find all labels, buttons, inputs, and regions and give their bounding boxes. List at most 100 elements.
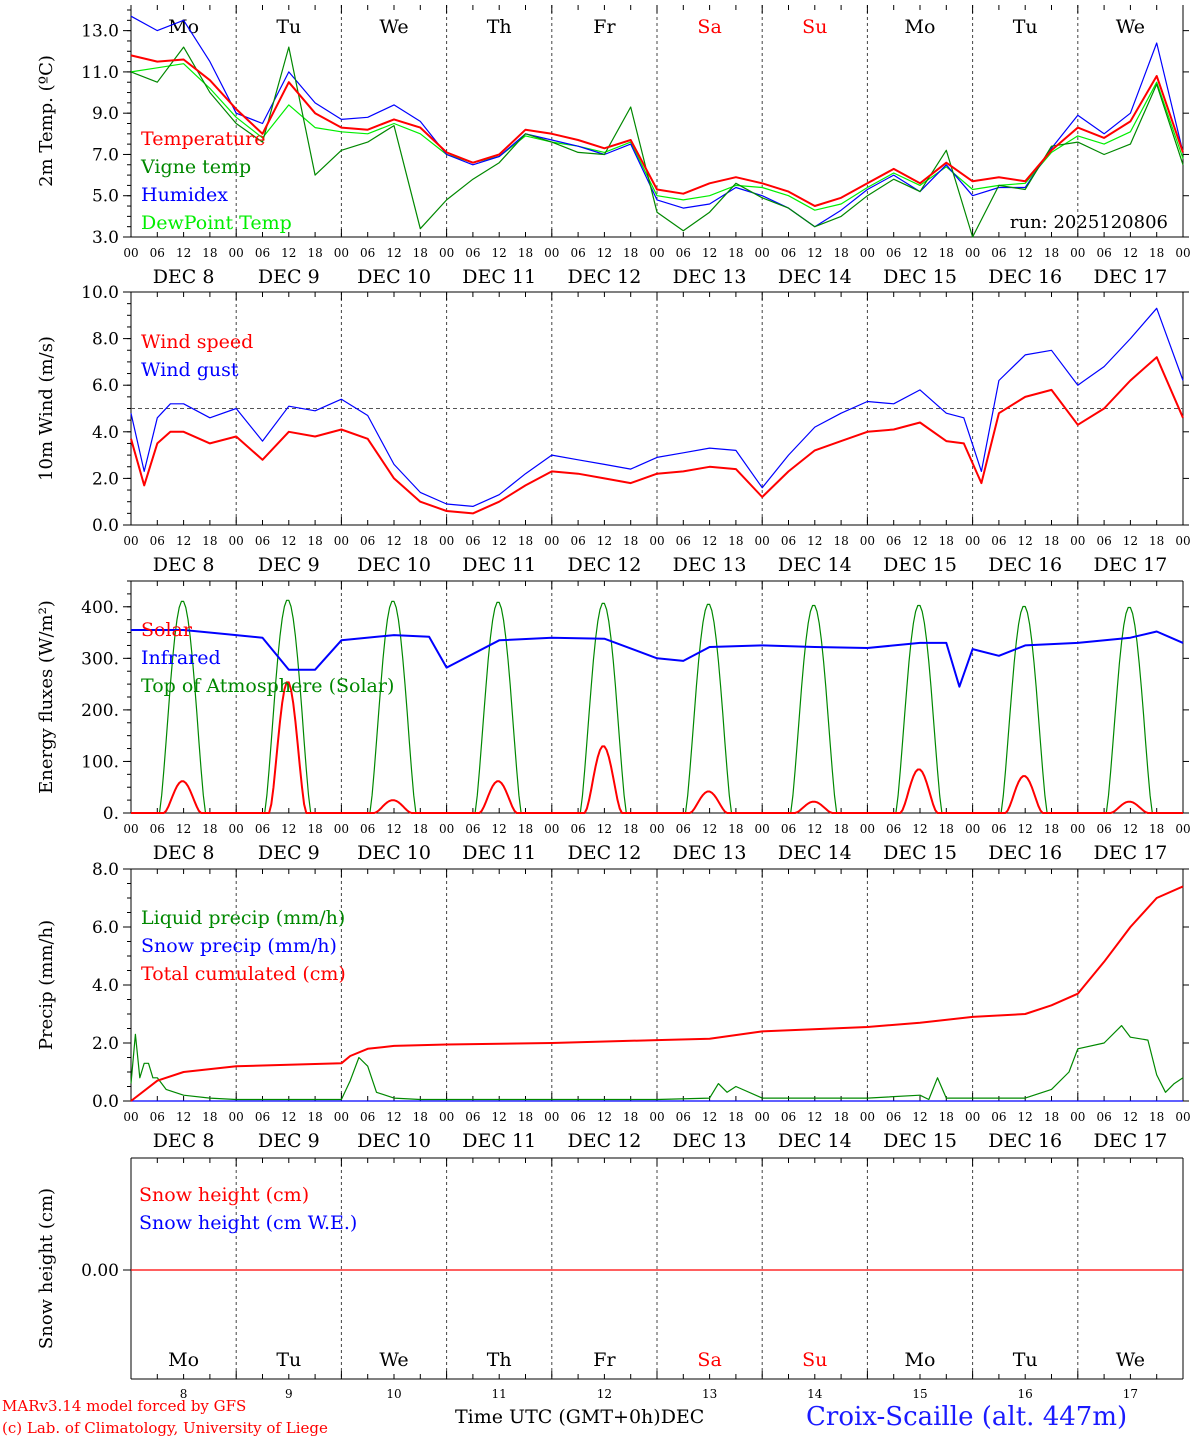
date-label: DEC 8 xyxy=(153,266,215,288)
hour-tick-label: 12 xyxy=(912,1110,927,1124)
day-number: 12 xyxy=(597,1387,612,1401)
hour-tick-label: 12 xyxy=(386,1110,401,1124)
hour-tick-label: 00 xyxy=(755,246,770,260)
y-axis-label: Snow height (cm) xyxy=(36,1188,57,1349)
hour-tick-label: 18 xyxy=(939,534,954,548)
day-number: 16 xyxy=(1018,1387,1033,1401)
hour-tick-label: 06 xyxy=(570,534,585,548)
date-label: DEC 12 xyxy=(567,554,641,576)
date-label: DEC 15 xyxy=(883,842,957,864)
y-tick-label: 11.0 xyxy=(81,63,119,83)
hour-tick-label: 18 xyxy=(939,1110,954,1124)
date-label: DEC 14 xyxy=(778,842,852,864)
hour-tick-label: 00 xyxy=(965,246,980,260)
day-abbr: Tu xyxy=(276,1349,301,1371)
hour-tick-label: 12 xyxy=(1018,1110,1033,1124)
y-tick-label: 6.0 xyxy=(92,918,119,938)
legend-humidex: Humidex xyxy=(141,184,228,206)
hour-tick-label: 18 xyxy=(623,1110,638,1124)
day-abbr: We xyxy=(379,1349,408,1371)
hour-tick-label: 18 xyxy=(623,822,638,836)
date-label: DEC 9 xyxy=(258,554,320,576)
date-label: DEC 10 xyxy=(357,1130,431,1152)
hour-tick-label: 06 xyxy=(255,822,270,836)
model-credit-line2: (c) Lab. of Climatology, University of L… xyxy=(2,1419,328,1437)
y-tick-label: 2.0 xyxy=(92,469,119,489)
hour-tick-label: 12 xyxy=(176,246,191,260)
hour-tick-label: 00 xyxy=(1070,534,1085,548)
hour-tick-label: 06 xyxy=(781,246,796,260)
hour-tick-label: 00 xyxy=(860,534,875,548)
hour-tick-label: 12 xyxy=(281,534,296,548)
hour-tick-label: 00 xyxy=(860,1110,875,1124)
hour-tick-label: 12 xyxy=(702,822,717,836)
hour-tick-label: 06 xyxy=(676,822,691,836)
date-label: DEC 17 xyxy=(1093,842,1167,864)
date-label: DEC 17 xyxy=(1093,554,1167,576)
hour-tick-label: 12 xyxy=(702,1110,717,1124)
hour-tick-label: 18 xyxy=(939,822,954,836)
hour-tick-label: 18 xyxy=(833,1110,848,1124)
hour-tick-label: 18 xyxy=(728,1110,743,1124)
series-solar xyxy=(131,681,1183,814)
hour-tick-label: 06 xyxy=(570,822,585,836)
day-abbr: Mo xyxy=(905,16,936,38)
date-label: DEC 13 xyxy=(673,266,747,288)
date-label: DEC 13 xyxy=(673,1130,747,1152)
hour-tick-label: 18 xyxy=(307,822,322,836)
day-number: 13 xyxy=(702,1387,717,1401)
day-abbr: Th xyxy=(487,1349,512,1371)
date-label: DEC 8 xyxy=(153,1130,215,1152)
hour-tick-label: 00 xyxy=(544,1110,559,1124)
hour-tick-label: 00 xyxy=(649,1110,664,1124)
hour-tick-label: 12 xyxy=(702,246,717,260)
hour-tick-label: 06 xyxy=(886,1110,901,1124)
hour-tick-label: 00 xyxy=(334,246,349,260)
legend-top-of-atmosphere-solar: Top of Atmosphere (Solar) xyxy=(141,675,394,697)
y-tick-label: 0.00 xyxy=(81,1261,119,1281)
day-abbr: Fr xyxy=(593,16,616,38)
y-tick-label: 6.0 xyxy=(92,376,119,396)
hour-tick-label: 00 xyxy=(334,822,349,836)
hour-tick-label: 00 xyxy=(439,822,454,836)
hour-tick-label: 12 xyxy=(281,246,296,260)
temperature-panel: Mo Tu We Th Fr Sa Su Mo Tu We 13.0 11.0 9.0 7.0 5.0 3.0… xyxy=(36,5,1191,288)
hour-tick-label: 12 xyxy=(281,1110,296,1124)
hour-tick-label: 06 xyxy=(360,822,375,836)
time-axis-label: Time UTC (GMT+0h)DEC xyxy=(455,1406,704,1428)
hour-tick-label: 06 xyxy=(676,246,691,260)
hour-tick-label: 00 xyxy=(544,822,559,836)
hour-tick-label: 06 xyxy=(991,1110,1006,1124)
day-abbr: Th xyxy=(487,16,512,38)
hour-tick-label: 18 xyxy=(202,822,217,836)
date-label: DEC 12 xyxy=(567,266,641,288)
y-axis-label: 10m Wind (m/s) xyxy=(36,336,57,481)
day-abbr: Sa xyxy=(697,16,721,38)
hour-tick-label: 00 xyxy=(229,822,244,836)
series-total-cumulated-cm xyxy=(130,885,1184,1102)
hour-tick-label: 18 xyxy=(728,534,743,548)
hour-tick-label: 12 xyxy=(807,534,822,548)
energy-panel: 400. 300. 200. 100. 0. Energy fluxes (W/m²) So… xyxy=(36,580,1191,864)
hour-tick-label: 12 xyxy=(492,246,507,260)
series-wind-speed xyxy=(130,356,1184,515)
date-label: DEC 11 xyxy=(462,842,536,864)
legend-snow-precip-mm-h: Snow precip (mm/h) xyxy=(141,935,337,957)
day-abbr: Mo xyxy=(168,16,199,38)
date-label: DEC 16 xyxy=(988,554,1062,576)
hour-tick-label: 18 xyxy=(728,246,743,260)
hour-tick-label: 12 xyxy=(807,1110,822,1124)
hour-tick-label: 12 xyxy=(702,534,717,548)
date-label: DEC 14 xyxy=(778,1130,852,1152)
legend-snow-height-cm-w-e: Snow height (cm W.E.) xyxy=(139,1212,357,1234)
hour-tick-label: 18 xyxy=(413,822,428,836)
hour-tick-label: 00 xyxy=(229,534,244,548)
hour-tick-label: 18 xyxy=(1149,1110,1164,1124)
legend-total-cumulated-cm: Total cumulated (cm) xyxy=(141,963,346,985)
hour-tick-label: 06 xyxy=(676,534,691,548)
hour-tick-label: 06 xyxy=(150,246,165,260)
hour-tick-label: 06 xyxy=(991,822,1006,836)
hour-tick-label: 12 xyxy=(1123,534,1138,548)
hour-tick-label: 00 xyxy=(439,246,454,260)
